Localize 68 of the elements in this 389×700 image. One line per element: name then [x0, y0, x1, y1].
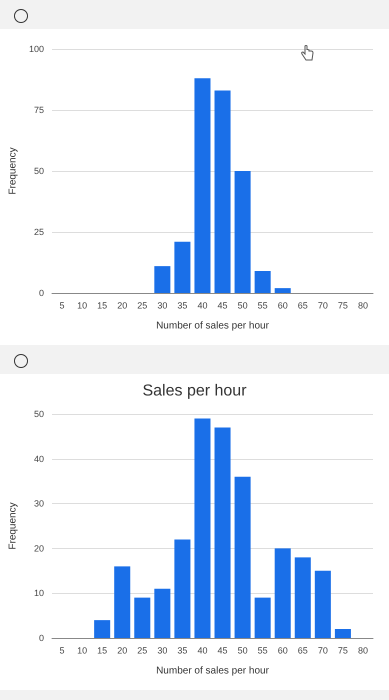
- y-tick-label: 50: [34, 409, 44, 419]
- bar: [174, 242, 190, 293]
- y-tick-label: 25: [34, 227, 44, 237]
- x-tick-label: 75: [338, 646, 348, 656]
- x-tick-label: 45: [218, 646, 228, 656]
- x-tick-label: 65: [298, 646, 308, 656]
- x-tick-label: 20: [117, 300, 128, 310]
- y-tick-label: 40: [34, 454, 44, 464]
- bar: [174, 539, 190, 638]
- x-tick-label: 70: [318, 300, 328, 310]
- x-tick-label: 80: [358, 646, 368, 656]
- y-tick-label: 50: [34, 166, 44, 176]
- bar: [254, 598, 271, 638]
- x-tick-label: 30: [157, 300, 168, 310]
- x-tick-label: 55: [258, 646, 268, 656]
- y-tick-label: 0: [38, 633, 44, 643]
- bar: [154, 588, 170, 638]
- bar: [314, 570, 331, 638]
- x-tick-label: 10: [77, 300, 88, 310]
- bar: [234, 476, 251, 638]
- bar: [274, 548, 291, 638]
- x-tick-label: 5: [60, 646, 65, 656]
- bar: [254, 271, 271, 293]
- bar: [94, 620, 110, 638]
- bar: [274, 288, 291, 293]
- x-tick-label: 75: [338, 300, 348, 310]
- bar: [294, 557, 311, 638]
- chart-title: Sales per hour: [142, 382, 248, 400]
- x-tick-label: 65: [298, 300, 308, 310]
- x-tick-label: 35: [177, 646, 188, 656]
- x-tick-label: 5: [60, 300, 65, 310]
- x-tick-label: 15: [97, 646, 108, 656]
- bar: [134, 598, 150, 638]
- x-tick-label: 50: [238, 646, 248, 656]
- y-tick-label: 20: [34, 543, 44, 554]
- x-tick-label: 25: [137, 646, 148, 656]
- x-tick-label: 15: [97, 300, 108, 310]
- bar: [214, 427, 231, 638]
- x-tick-label: 25: [137, 300, 148, 310]
- y-tick-label: 75: [34, 105, 44, 115]
- y-axis-title: Frequency: [8, 147, 18, 195]
- x-tick-label: 50: [238, 300, 248, 310]
- x-axis-title: Number of sales per hour: [156, 666, 270, 676]
- x-tick-label: 45: [218, 300, 228, 310]
- bar: [334, 629, 351, 638]
- x-tick-label: 70: [318, 646, 328, 656]
- x-tick-label: 35: [177, 300, 188, 310]
- bar: [154, 266, 170, 293]
- bar: [214, 90, 231, 293]
- y-tick-label: 100: [28, 44, 44, 54]
- x-tick-label: 30: [157, 646, 168, 656]
- y-tick-label: 10: [34, 588, 44, 598]
- x-tick-label: 40: [197, 300, 208, 310]
- x-tick-label: 20: [117, 646, 128, 656]
- bar: [114, 566, 130, 638]
- y-tick-label: 0: [38, 288, 44, 298]
- y-tick-label: 30: [34, 498, 44, 509]
- x-tick-label: 10: [77, 646, 88, 656]
- bar: [194, 78, 210, 293]
- y-axis-title: Frequency: [8, 502, 18, 550]
- x-tick-label: 80: [358, 300, 368, 310]
- bar: [234, 171, 251, 293]
- x-tick-label: 60: [278, 646, 288, 656]
- x-axis-title: Number of sales per hour: [156, 320, 270, 332]
- x-tick-label: 40: [197, 646, 208, 656]
- x-tick-label: 55: [258, 300, 268, 310]
- bar: [194, 418, 210, 638]
- x-tick-label: 60: [278, 300, 288, 310]
